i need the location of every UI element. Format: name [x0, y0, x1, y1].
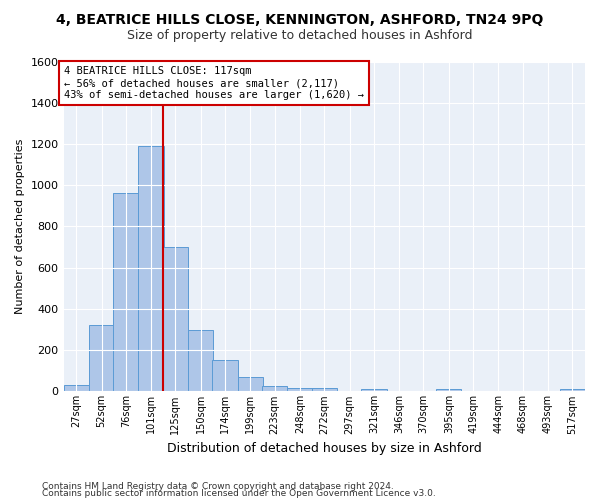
- Text: 4, BEATRICE HILLS CLOSE, KENNINGTON, ASHFORD, TN24 9PQ: 4, BEATRICE HILLS CLOSE, KENNINGTON, ASH…: [56, 12, 544, 26]
- Bar: [113, 194, 139, 392]
- Bar: [188, 330, 214, 392]
- Bar: [89, 326, 114, 392]
- Bar: [436, 390, 461, 392]
- Bar: [212, 360, 238, 392]
- Text: 4 BEATRICE HILLS CLOSE: 117sqm
← 56% of detached houses are smaller (2,117)
43% : 4 BEATRICE HILLS CLOSE: 117sqm ← 56% of …: [64, 66, 364, 100]
- Bar: [361, 390, 386, 392]
- Bar: [287, 388, 313, 392]
- Text: Contains public sector information licensed under the Open Government Licence v3: Contains public sector information licen…: [42, 490, 436, 498]
- Bar: [262, 386, 287, 392]
- Bar: [139, 146, 164, 392]
- Y-axis label: Number of detached properties: Number of detached properties: [15, 139, 25, 314]
- Bar: [311, 388, 337, 392]
- Bar: [163, 247, 188, 392]
- Bar: [238, 377, 263, 392]
- X-axis label: Distribution of detached houses by size in Ashford: Distribution of detached houses by size …: [167, 442, 482, 455]
- Bar: [64, 385, 89, 392]
- Text: Size of property relative to detached houses in Ashford: Size of property relative to detached ho…: [127, 29, 473, 42]
- Text: Contains HM Land Registry data © Crown copyright and database right 2024.: Contains HM Land Registry data © Crown c…: [42, 482, 394, 491]
- Bar: [560, 390, 585, 392]
